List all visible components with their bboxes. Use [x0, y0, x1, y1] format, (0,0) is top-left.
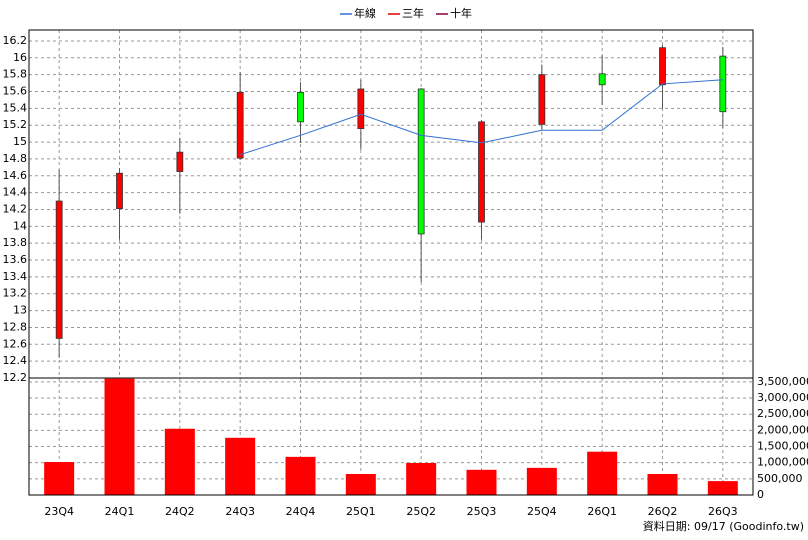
volume-bar: [345, 473, 376, 495]
y2-tick-label: 2,000,000: [757, 423, 808, 436]
candle-body: [659, 47, 666, 86]
y2-tick-label: 3,500,000: [757, 375, 808, 388]
volume-bar: [647, 473, 678, 495]
y2-tick-label: 500,000: [757, 472, 803, 485]
volume-bar: [225, 437, 256, 495]
footnote: 資料日期: 09/17 (Goodinfo.tw): [643, 519, 804, 533]
y-tick-label: 16: [13, 51, 27, 64]
x-tick-label: 24Q4: [286, 505, 316, 518]
volume-bar: [285, 456, 316, 495]
volume-bar: [406, 463, 437, 495]
y-tick-label: 12.4: [3, 354, 28, 367]
y-tick-label: 13.6: [3, 253, 28, 266]
line-series: [240, 79, 723, 156]
volume-bar: [466, 469, 497, 495]
volume-bar: [104, 378, 135, 495]
candle-body: [176, 151, 184, 172]
volume-bar: [587, 451, 618, 495]
y-tick-label: 12.2: [3, 371, 28, 384]
y-tick-label: 14.6: [3, 169, 28, 182]
y-tick-label: 13: [13, 304, 27, 317]
legend-label: 年線: [354, 6, 376, 20]
x-tick-label: 25Q1: [346, 505, 376, 518]
y-tick-label: 16.2: [3, 34, 28, 47]
x-tick-label: 25Q4: [527, 505, 557, 518]
y-tick-label: 12.6: [3, 337, 28, 350]
volume-bar: [164, 428, 195, 495]
candle-body: [719, 55, 727, 113]
candle-body: [116, 172, 123, 210]
y-tick-label: 14: [13, 219, 27, 232]
candle-body: [357, 88, 365, 129]
y-tick-label: 14.4: [3, 186, 28, 199]
x-tick-label: 24Q2: [165, 505, 195, 518]
legend-label: 三年: [402, 6, 424, 20]
candle-body: [478, 121, 485, 223]
y-tick-label: 13.4: [3, 270, 28, 283]
candle-body: [297, 91, 304, 123]
x-tick-label: 25Q2: [406, 505, 436, 518]
y2-tick-label: 1,500,000: [757, 440, 808, 453]
candle-body: [55, 200, 63, 339]
x-tick-label: 24Q3: [225, 505, 255, 518]
candle-body: [538, 74, 546, 125]
y-tick-label: 15.6: [3, 85, 28, 98]
candle-body: [417, 88, 425, 235]
y-tick-label: 14.8: [3, 152, 28, 165]
plot-frame: [28, 377, 754, 496]
y-tick-label: 15: [13, 135, 27, 148]
y-tick-label: 12.8: [3, 320, 28, 333]
candle-body: [236, 91, 244, 159]
y2-tick-label: 0: [757, 488, 764, 501]
x-tick-label: 24Q1: [105, 505, 135, 518]
volume-bar: [707, 481, 738, 495]
x-tick-label: 26Q1: [587, 505, 617, 518]
y-tick-label: 15.2: [3, 118, 28, 131]
y2-tick-label: 1,000,000: [757, 456, 808, 469]
volume-bar: [44, 462, 75, 495]
y-tick-label: 13.8: [3, 236, 28, 249]
x-tick-label: 26Q3: [708, 505, 738, 518]
y2-tick-label: 2,500,000: [757, 407, 808, 420]
volume-bar: [526, 467, 557, 495]
x-tick-label: 23Q4: [44, 505, 74, 518]
y-tick-label: 14.2: [3, 202, 28, 215]
y2-tick-label: 3,000,000: [757, 391, 808, 404]
y-tick-label: 15.8: [3, 68, 28, 81]
legend-label: 十年: [450, 6, 472, 20]
x-tick-label: 26Q2: [648, 505, 678, 518]
x-tick-label: 25Q3: [467, 505, 497, 518]
y-tick-label: 13.2: [3, 287, 28, 300]
candle-body: [598, 73, 606, 86]
y-tick-label: 15.4: [3, 101, 28, 114]
